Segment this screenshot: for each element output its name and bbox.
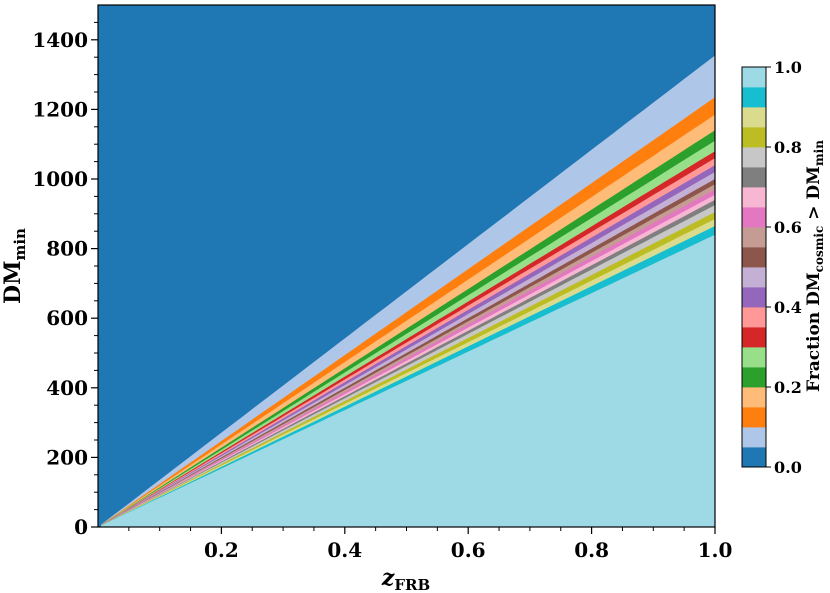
colorbar-segment (742, 407, 766, 428)
heatmap (98, 5, 716, 528)
colorbar-tick-label: 0.8 (774, 138, 802, 157)
colorbar-segment (742, 147, 766, 168)
colorbar-segment (742, 367, 766, 388)
colorbar-tick-label: 1.0 (774, 58, 802, 77)
y-tick-label: 1400 (32, 28, 88, 52)
colorbar (742, 67, 766, 468)
y-axis: 0 200 400 600 800 1000 1200 1400 (32, 21, 98, 539)
colorbar-segment (742, 287, 766, 308)
colorbar-segment (742, 307, 766, 328)
colorbar-tick-label: 0.6 (774, 218, 802, 237)
x-axis-label-main: z (381, 565, 395, 591)
y-tick-label: 1000 (32, 167, 88, 191)
colorbar-segment (742, 187, 766, 208)
x-tick-label: 1.0 (698, 538, 733, 562)
colorbar-segment (742, 127, 766, 148)
x-axis: 0.2 0.4 0.6 0.8 1.0 (128, 527, 733, 562)
y-tick-label: 800 (46, 237, 88, 261)
heatmap-band-19 (101, 234, 716, 527)
colorbar-tick-label: 0.0 (774, 458, 802, 477)
colorbar-label-sub1: cosmic (812, 226, 826, 273)
colorbar-label-sub2: min (812, 140, 826, 166)
y-tick-label: 400 (46, 376, 88, 400)
colorbar-segment (742, 227, 766, 248)
y-axis-label-sub: min (11, 228, 29, 261)
colorbar-segment (742, 107, 766, 128)
colorbar-segment (742, 167, 766, 188)
colorbar-segment (742, 267, 766, 288)
x-tick-label: 0.4 (327, 538, 362, 562)
y-tick-label: 600 (46, 306, 88, 330)
colorbar-segment (742, 207, 766, 228)
colorbar-segment (742, 87, 766, 108)
y-tick-label: 0 (74, 515, 88, 539)
x-tick-label: 0.8 (574, 538, 609, 562)
y-tick-label: 200 (46, 445, 88, 469)
colorbar-tick-label: 0.4 (774, 298, 802, 317)
x-tick-label: 0.2 (204, 538, 239, 562)
colorbar-segment (742, 387, 766, 408)
colorbar-label: Fraction DMcosmic > DMmin (804, 140, 826, 392)
colorbar-segment (742, 447, 766, 468)
x-axis-label: zFRB (381, 565, 430, 593)
colorbar-segment (742, 427, 766, 448)
colorbar-segment (742, 247, 766, 268)
colorbar-tick-label: 0.2 (774, 378, 802, 397)
y-axis-label: DMmin (0, 228, 29, 304)
colorbar-segment (742, 67, 766, 88)
colorbar-label-mid: > DM (804, 166, 824, 226)
y-axis-label-main: DM (0, 261, 26, 304)
x-tick-label: 0.6 (451, 538, 486, 562)
colorbar-segment (742, 347, 766, 368)
y-tick-label: 1200 (32, 97, 88, 121)
colorbar-label-main: Fraction DM (804, 272, 824, 392)
colorbar-ticks: 0.0 0.2 0.4 0.6 0.8 1.0 (766, 58, 802, 477)
colorbar-segment (742, 327, 766, 348)
colorbar-frame (741, 66, 767, 468)
x-axis-label-sub: FRB (394, 576, 430, 593)
